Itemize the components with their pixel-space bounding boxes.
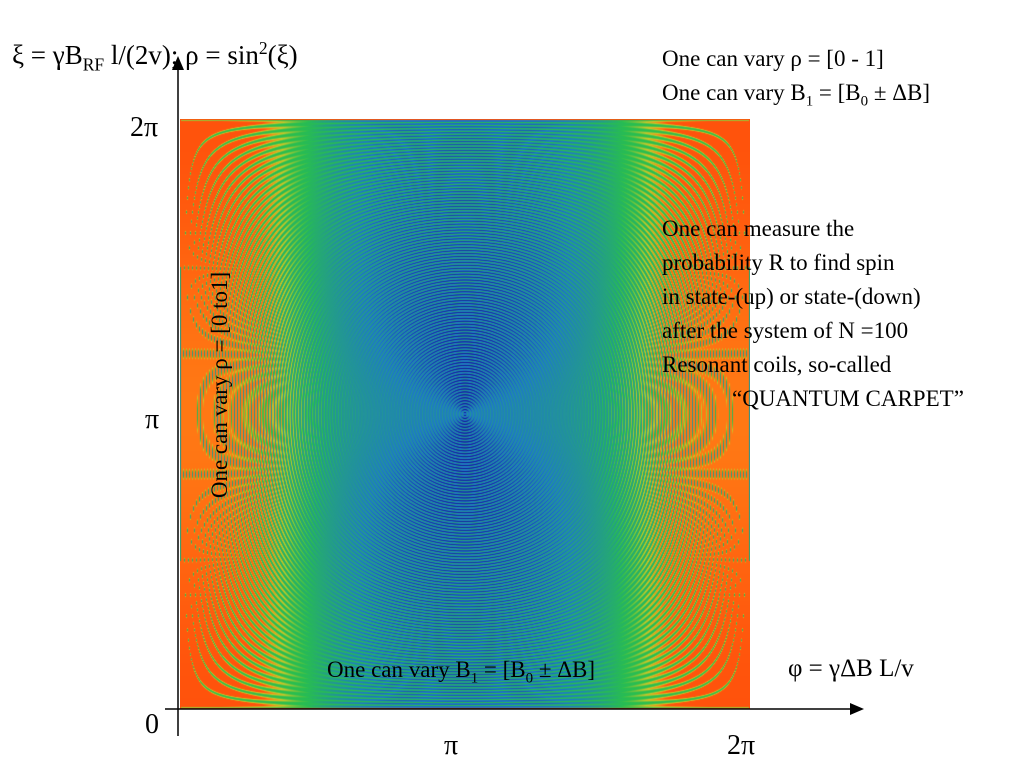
measure-line-5: Resonant coils, so-called [662,352,892,377]
note-b1-prefix: One can vary B [662,80,806,105]
measure-line-3: in state-(up) or state-(down) [662,284,921,309]
measure-line-2: probability R to find spin [662,250,895,275]
formula-part-c: (ξ) [267,40,298,70]
bottom-b1-mid: = [B [478,657,526,682]
note-vary-rho: One can vary ρ = [0 - 1] [662,46,884,71]
quantum-carpet-title: “QUANTUM CARPET” [732,386,964,411]
note-b1-suffix: ± ΔB] [868,80,931,105]
vertical-note-vary-rho: One can vary ρ = [0 to1] [207,271,232,499]
bottom-b1-suffix: ± ΔB] [533,657,596,682]
measure-line-1: One can measure the [662,216,855,241]
bottom-b1-sub0: 0 [525,670,534,687]
y-axis-arrow [172,56,184,70]
quantum-carpet-plot [180,119,750,709]
note-b1-mid: = [B [813,80,861,105]
bottom-note-vary-b1: One can vary B1 = [B0 ± ΔB] [327,657,595,688]
formula-sub-rf: RF [82,54,105,75]
x-tick-pi: π [444,730,459,761]
y-tick-pi: π [145,404,160,435]
origin-label: 0 [145,709,159,740]
measure-line-4: after the system of N =100 [662,318,909,343]
formula-sup-2: 2 [258,38,268,58]
x-axis-arrow [850,703,864,715]
bottom-b1-sub1: 1 [470,670,479,687]
phi-formula: φ = γΔB L/v [788,655,914,682]
y-tick-2pi: 2π [130,112,159,143]
bottom-b1-prefix: One can vary B [327,657,471,682]
note-vary-b1: One can vary B1 = [B0 ± ΔB] [662,76,930,119]
formula-part-a: ξ = γB [12,40,83,70]
formula-part-b: l/(2v); ρ = sin [104,40,259,70]
note-b1-sub0: 0 [860,93,869,110]
xi-rho-formula: ξ = γBRF l/(2v); ρ = sin2(ξ) [12,38,298,75]
x-tick-2pi: 2π [727,730,756,761]
note-b1-sub1: 1 [805,93,814,110]
